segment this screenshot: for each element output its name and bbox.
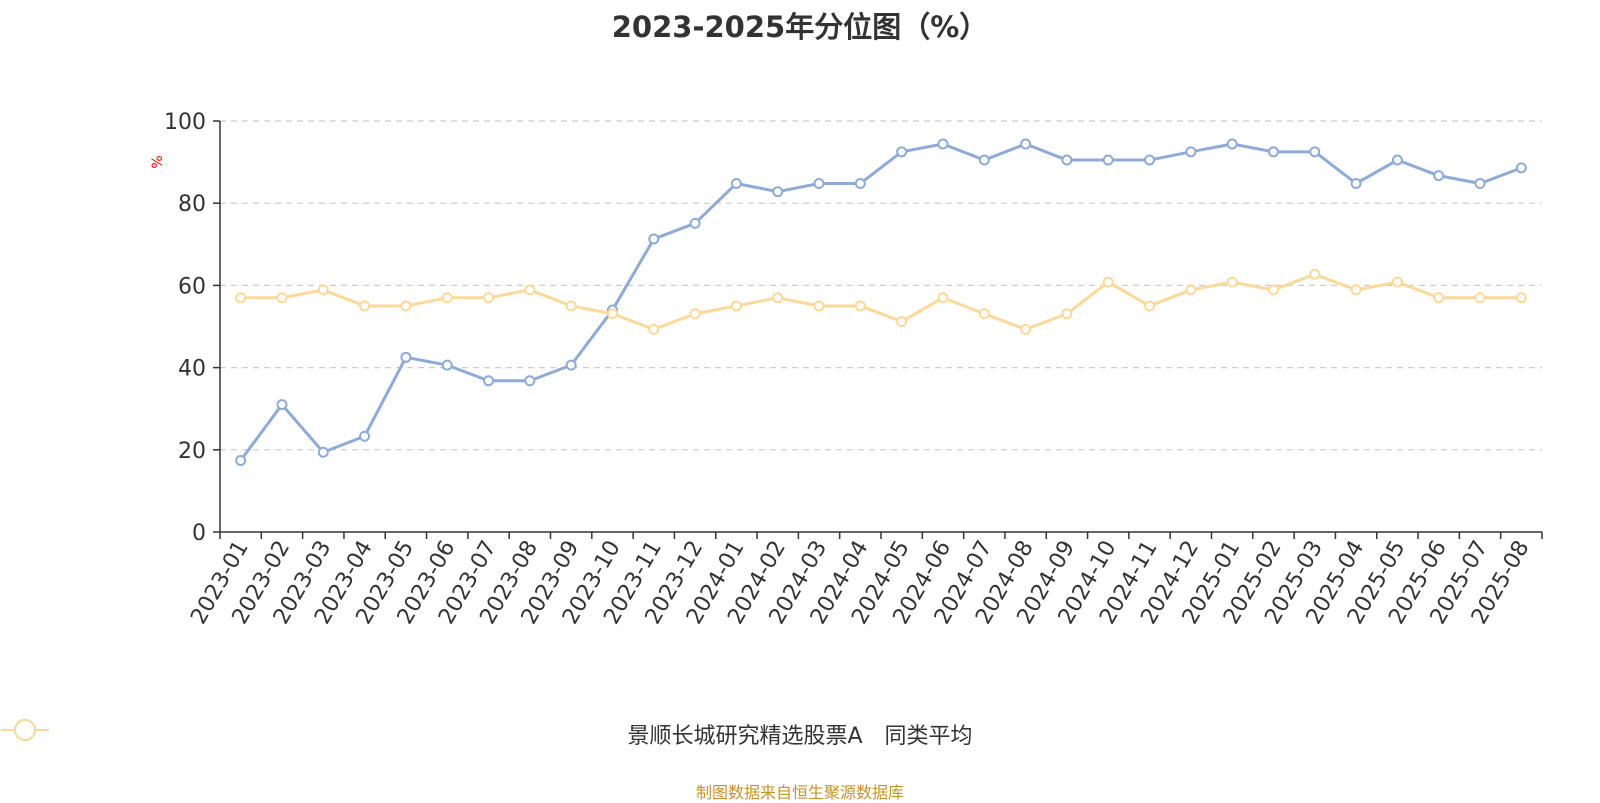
data-point-1[interactable] — [772, 292, 784, 304]
data-point-1[interactable] — [1433, 292, 1445, 304]
data-point-0[interactable] — [1185, 146, 1197, 158]
data-point-0[interactable] — [317, 446, 329, 458]
data-point-1[interactable] — [730, 300, 742, 312]
data-point-1[interactable] — [1185, 284, 1197, 296]
y-axis-label: % — [150, 155, 166, 168]
data-point-0[interactable] — [689, 217, 701, 229]
y-tick-label: 40 — [178, 357, 206, 382]
data-point-0[interactable] — [483, 375, 495, 387]
data-point-1[interactable] — [1350, 284, 1362, 296]
data-source-note: 制图数据来自恒生聚源数据库 — [695, 783, 904, 802]
data-point-0[interactable] — [441, 359, 453, 371]
data-point-1[interactable] — [606, 308, 618, 320]
data-point-0[interactable] — [854, 177, 866, 189]
data-point-0[interactable] — [1309, 146, 1321, 158]
data-point-0[interactable] — [730, 177, 742, 189]
data-point-1[interactable] — [400, 300, 412, 312]
data-point-1[interactable] — [813, 300, 825, 312]
data-point-0[interactable] — [1267, 146, 1279, 158]
data-point-1[interactable] — [1267, 284, 1279, 296]
data-point-1[interactable] — [524, 284, 536, 296]
data-point-0[interactable] — [1020, 138, 1032, 150]
data-point-1[interactable] — [235, 292, 247, 304]
legend-label-fund: 景顺长城研究精选股票A — [627, 724, 863, 749]
data-point-0[interactable] — [937, 138, 949, 150]
series-line-0 — [239, 142, 1522, 462]
y-tick-label: 0 — [192, 521, 206, 546]
legend-label-peer-average: 同类平均 — [884, 724, 973, 749]
data-point-1[interactable] — [1391, 276, 1403, 288]
y-tick-label: 20 — [178, 439, 206, 464]
data-point-1[interactable] — [1226, 276, 1238, 288]
y-tick-label: 100 — [164, 110, 206, 135]
data-point-0[interactable] — [1391, 154, 1403, 166]
data-point-0[interactable] — [772, 186, 784, 198]
data-point-0[interactable] — [1226, 138, 1238, 150]
data-point-1[interactable] — [565, 300, 577, 312]
data-point-1[interactable] — [648, 323, 660, 335]
data-point-0[interactable] — [1061, 154, 1073, 166]
data-point-0[interactable] — [978, 154, 990, 166]
data-point-0[interactable] — [1144, 154, 1156, 166]
chart-title: 2023-2025年分位图（%） — [611, 10, 989, 44]
data-point-0[interactable] — [648, 233, 660, 245]
data-point-0[interactable] — [400, 351, 412, 363]
data-point-1[interactable] — [276, 292, 288, 304]
data-point-0[interactable] — [1474, 177, 1486, 189]
data-point-1[interactable] — [359, 300, 371, 312]
legend: 景顺长城研究精选股票A 同类平均 — [0, 718, 1600, 750]
data-point-0[interactable] — [1350, 177, 1362, 189]
data-point-1[interactable] — [937, 292, 949, 304]
data-point-0[interactable] — [896, 146, 908, 158]
data-point-1[interactable] — [1061, 308, 1073, 320]
data-point-0[interactable] — [565, 359, 577, 371]
series-line-1 — [240, 272, 1522, 331]
legend-item-peer-average[interactable]: 同类平均 — [1, 718, 973, 750]
data-point-0[interactable] — [1102, 154, 1114, 166]
y-tick-label: 60 — [178, 274, 206, 299]
data-point-0[interactable] — [276, 399, 288, 411]
data-point-1[interactable] — [854, 300, 866, 312]
data-point-0[interactable] — [1433, 170, 1445, 182]
data-point-1[interactable] — [1102, 276, 1114, 288]
data-point-1[interactable] — [1020, 323, 1032, 335]
data-point-1[interactable] — [483, 292, 495, 304]
y-tick-label: 80 — [178, 192, 206, 217]
data-point-1[interactable] — [1309, 268, 1321, 280]
data-point-0[interactable] — [524, 375, 536, 387]
data-point-1[interactable] — [896, 316, 908, 328]
legend-item-fund[interactable]: 景顺长城研究精选股票A — [1, 718, 863, 750]
data-point-0[interactable] — [235, 454, 247, 466]
data-point-1[interactable] — [317, 284, 329, 296]
data-point-1[interactable] — [441, 292, 453, 304]
data-point-0[interactable] — [813, 177, 825, 189]
data-point-1[interactable] — [978, 308, 990, 320]
legend-swatch-peer-average — [1, 719, 49, 741]
data-point-1[interactable] — [1515, 292, 1527, 304]
data-point-1[interactable] — [1474, 292, 1486, 304]
data-point-1[interactable] — [689, 308, 701, 320]
data-point-1[interactable] — [1144, 300, 1156, 312]
data-point-0[interactable] — [1515, 162, 1527, 174]
data-point-0[interactable] — [359, 430, 371, 442]
